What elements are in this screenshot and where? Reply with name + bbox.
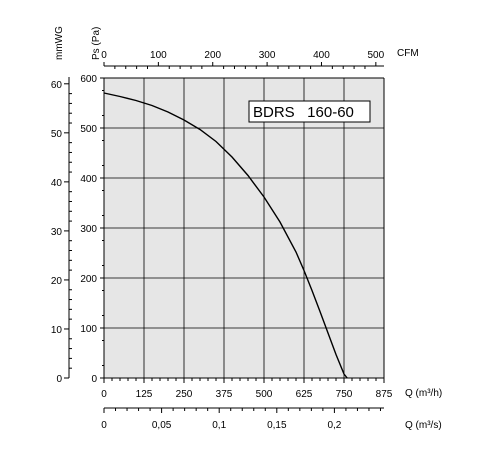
m3s-tick-label: 0,15 <box>267 420 287 431</box>
mmwg-tick-label: 60 <box>51 80 63 91</box>
m3h-tick-label: 500 <box>256 389 273 400</box>
bottom-axis-label-m3h: Q (m³/h) <box>405 388 442 399</box>
m3s-tick-label: 0,2 <box>327 420 341 431</box>
bottom-axis-label-m3s: Q (m³/s) <box>405 420 442 431</box>
cfm-tick-label: 200 <box>204 50 221 61</box>
pa-tick-label: 400 <box>80 174 97 185</box>
grid <box>104 78 384 378</box>
pa-tick-label: 100 <box>80 324 97 335</box>
m3h-tick-label: 375 <box>216 389 233 400</box>
m3h-tick-label: 250 <box>176 389 193 400</box>
pa-tick-label: 0 <box>91 374 97 385</box>
pa-axis-label: Ps (Pa) <box>91 27 102 60</box>
mmwg-tick-label: 50 <box>51 129 63 140</box>
performance-curve <box>103 92 348 379</box>
m3h-tick-label: 125 <box>136 389 153 400</box>
pa-tick-label: 500 <box>80 124 97 135</box>
mmwg-tick-label: 0 <box>56 374 62 385</box>
mmwg-axis-label: mmWG <box>54 26 65 60</box>
cfm-tick-label: 400 <box>313 50 330 61</box>
pa-tick-label: 200 <box>80 274 97 285</box>
m3h-tick-label: 0 <box>101 389 107 400</box>
m3h-tick-label: 750 <box>336 389 353 400</box>
mmwg-tick-label: 20 <box>51 276 63 287</box>
mmwg-tick-label: 30 <box>51 227 63 238</box>
pa-tick-label: 600 <box>80 74 97 85</box>
cfm-tick-label: 0 <box>101 50 107 61</box>
pa-tick-label: 300 <box>80 224 97 235</box>
m3h-tick-label: 875 <box>376 389 393 400</box>
cfm-tick-label: 500 <box>367 50 384 61</box>
m3s-tick-label: 0,1 <box>212 420 226 431</box>
cfm-tick-label: 100 <box>150 50 167 61</box>
mmwg-tick-label: 40 <box>51 178 63 189</box>
m3s-tick-label: 0 <box>101 420 107 431</box>
model-label-box: BDRS 160-60 <box>248 100 371 123</box>
m3s-tick-label: 0,05 <box>152 420 172 431</box>
cfm-tick-label: 300 <box>259 50 276 61</box>
mmwg-tick-label: 10 <box>51 325 63 336</box>
m3h-tick-label: 625 <box>296 389 313 400</box>
top-axis-label: CFM <box>397 48 419 59</box>
model-label: BDRS 160-60 <box>253 104 354 121</box>
